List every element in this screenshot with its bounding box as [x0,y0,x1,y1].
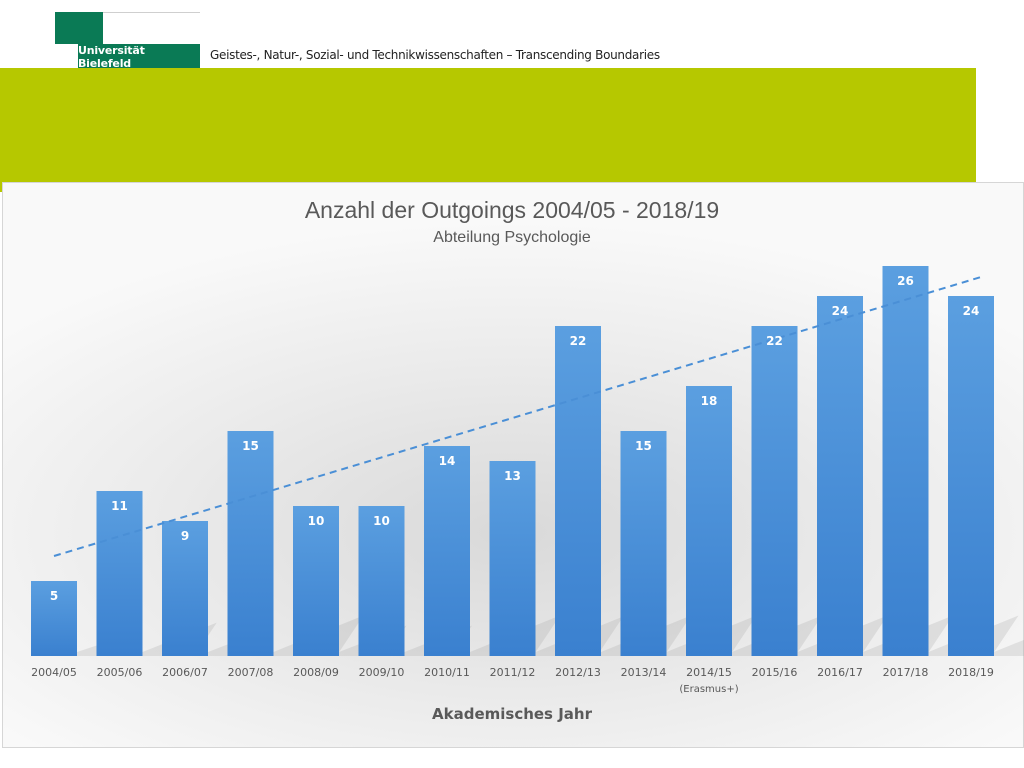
data-label: 11 [111,499,128,513]
x-tick-note: (Erasmus+) [679,684,738,695]
bar-2010-11 [424,446,470,656]
bar-2015-16 [751,326,798,656]
bar-shadow [994,639,1024,656]
bar-2008-09 [293,506,339,656]
data-label: 26 [897,274,914,288]
x-tick-label: 2012/13 [555,666,601,679]
x-tick-label: 2005/06 [97,666,143,679]
x-tick-label: 2011/12 [490,666,536,679]
bar-2006-07 [162,521,208,656]
x-tick-label: 2017/18 [883,666,929,679]
data-label: 9 [181,529,189,543]
x-tick-label: 2010/11 [424,666,470,679]
x-tick-label: 2004/05 [31,666,77,679]
x-tick-label: 2006/07 [162,666,208,679]
x-tick-label: 2015/16 [752,666,798,679]
data-label: 22 [766,334,783,348]
data-label: 15 [635,439,652,453]
data-label: 22 [570,334,587,348]
x-axis-label: Akademisches Jahr [432,705,593,723]
x-tick-label: 2016/17 [817,666,863,679]
university-logo: Universität Bielefeld [78,44,200,70]
x-axis-ticks: 2004/05 2005/06 2006/07 2007/08 2008/09 2009/… [31,666,994,695]
bar-2011-12 [489,461,536,656]
bars [31,266,994,656]
chart-subtitle: Abteilung Psychologie [433,229,591,246]
bar-shadows [77,615,1024,656]
bar-2012-13 [555,326,601,656]
bar-2016-17 [817,296,863,656]
trendline [53,275,984,557]
bar-2005-06 [96,491,143,656]
data-label: 14 [439,454,456,468]
trendline-group [53,275,984,557]
data-labels: 5 11 9 15 10 10 14 13 22 15 18 22 24 26 24 [50,274,980,603]
bar-2009-10 [358,506,405,656]
bar-2014-15 [686,386,732,656]
x-tick-label: 2014/15 [686,666,732,679]
bar-2007-08 [227,431,274,656]
bar-2018-19 [948,296,994,656]
header-tagline: Geistes-, Natur-, Sozial- und Technikwis… [210,48,660,62]
x-tick-label: 2013/14 [621,666,667,679]
bar-2004-05 [31,581,77,656]
data-label: 15 [242,439,259,453]
x-tick-label: 2008/09 [293,666,339,679]
x-tick-label: 2018/19 [948,666,994,679]
bar-2013-14 [620,431,667,656]
logo-mark [55,12,103,44]
x-tick-label: 2009/10 [359,666,405,679]
data-label: 13 [504,469,521,483]
data-label: 18 [701,394,718,408]
data-label: 10 [373,514,390,528]
bar-2017-18 [882,266,929,656]
x-tick-label: 2007/08 [228,666,274,679]
data-label: 24 [963,304,980,318]
data-label: 24 [832,304,849,318]
header-band-left [0,90,200,192]
chart-title: Anzahl der Outgoings 2004/05 - 2018/19 [305,197,719,223]
data-label: 10 [308,514,325,528]
data-label: 5 [50,589,58,603]
